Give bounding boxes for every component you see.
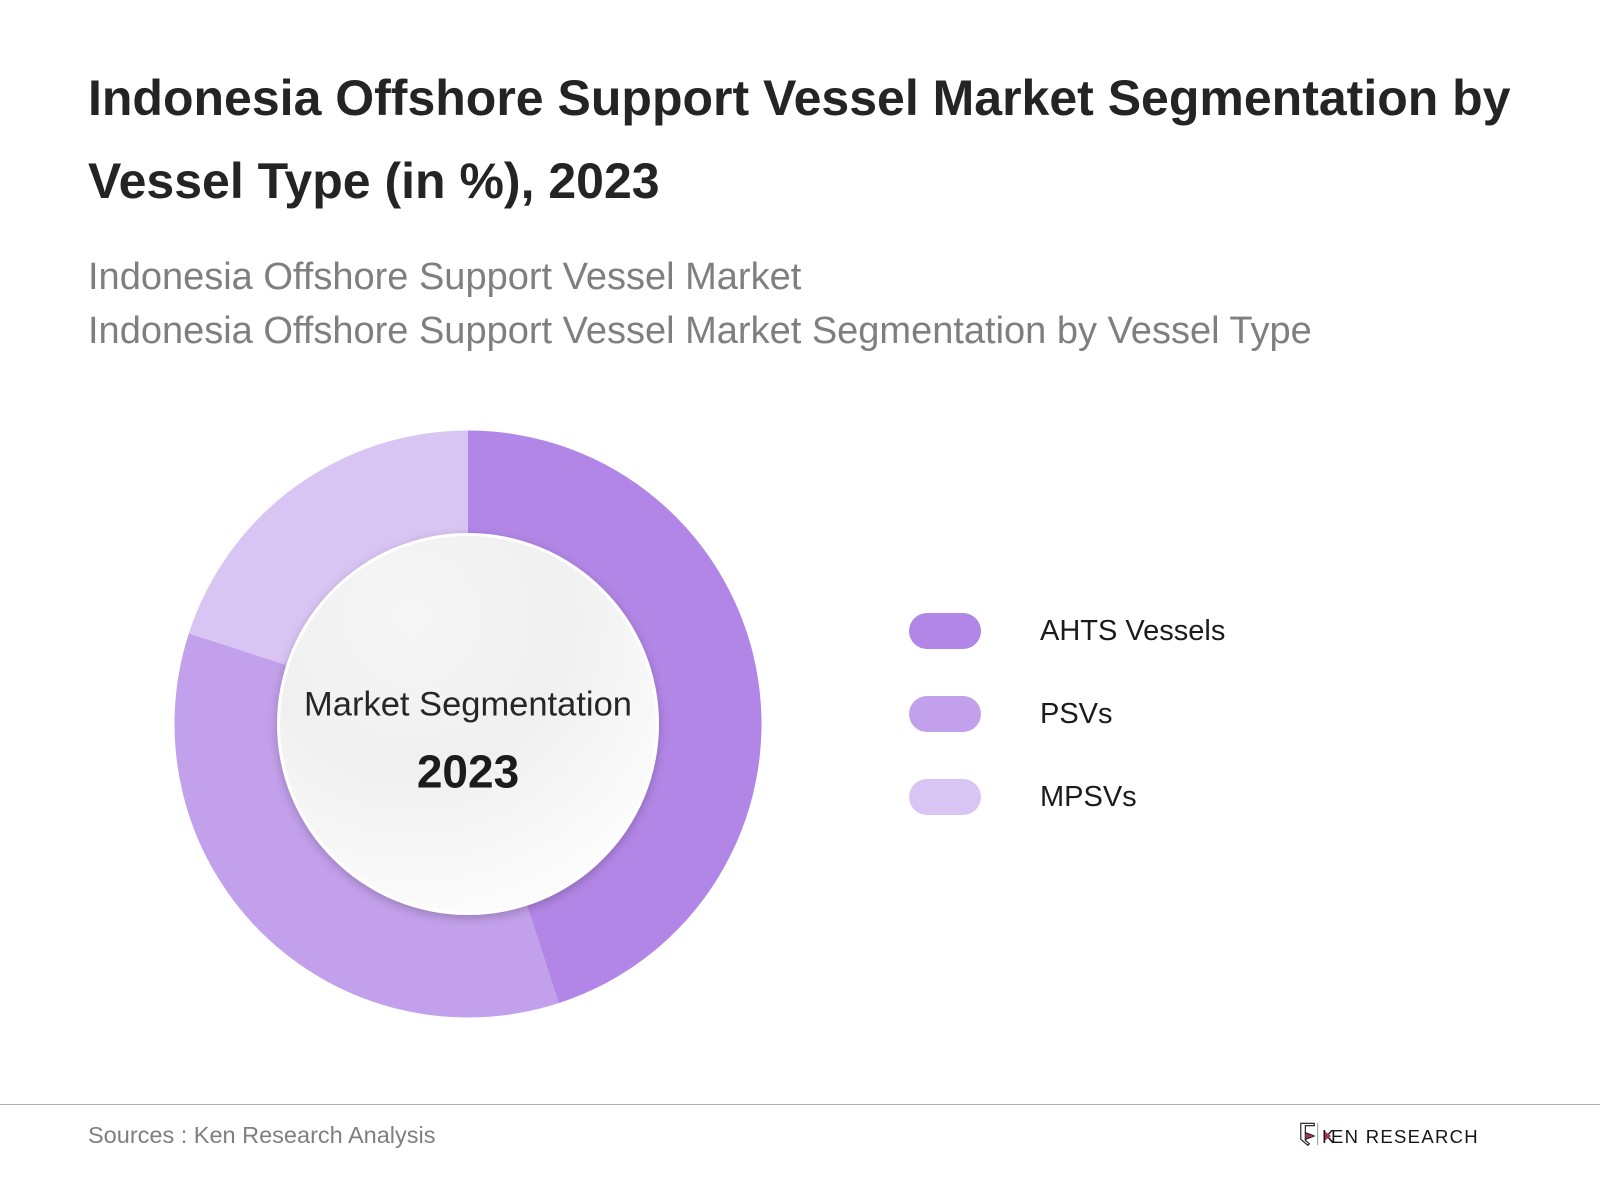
svg-text:EN RESEARCH: EN RESEARCH — [1331, 1126, 1479, 1147]
